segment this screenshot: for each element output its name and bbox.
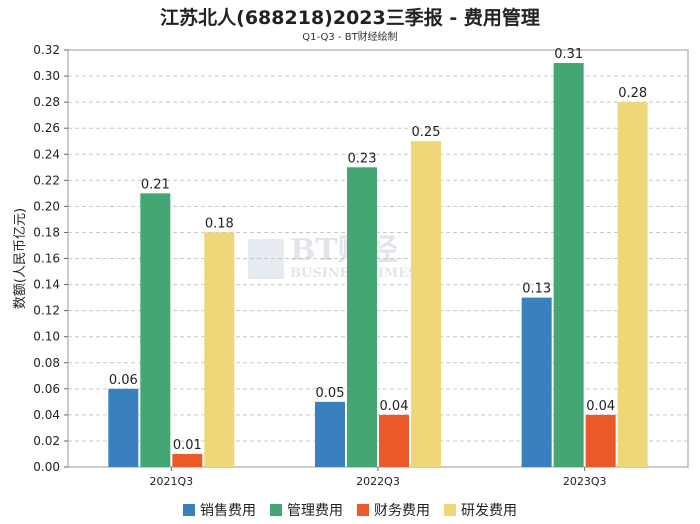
legend-swatch	[357, 504, 369, 516]
legend-label: 管理费用	[287, 503, 343, 519]
legend-label: 研发费用	[461, 503, 517, 519]
y-tick-label: 0.18	[33, 225, 60, 239]
legend-item: 研发费用	[444, 500, 517, 520]
bar-value-label: 0.23	[348, 151, 377, 166]
y-tick-label: 0.22	[33, 173, 60, 187]
bar-value-label: 0.01	[173, 438, 202, 453]
y-tick-label: 0.28	[33, 95, 60, 109]
y-tick-label: 0.32	[33, 43, 60, 57]
bar-value-label: 0.04	[586, 399, 615, 414]
bar	[411, 141, 441, 467]
bar-value-label: 0.25	[412, 125, 441, 140]
bar	[617, 102, 648, 467]
bar	[379, 414, 409, 467]
y-tick-label: 0.12	[33, 304, 60, 318]
bar-value-label: 0.18	[205, 216, 234, 231]
y-tick-label: 0.24	[33, 147, 60, 161]
bar	[521, 297, 552, 467]
legend-item: 财务费用	[357, 500, 430, 520]
y-tick-label: 0.00	[33, 460, 60, 474]
y-tick-label: 0.16	[33, 252, 60, 266]
bar	[347, 167, 377, 467]
y-tick-label: 0.20	[33, 199, 60, 213]
bar	[553, 63, 584, 467]
bar-value-label: 0.31	[554, 47, 583, 62]
legend-label: 财务费用	[374, 503, 430, 519]
y-tick-label: 0.10	[33, 330, 60, 344]
bar	[172, 453, 203, 467]
y-tick-label: 0.02	[33, 434, 60, 448]
bar	[585, 414, 616, 467]
bar	[140, 193, 171, 467]
legend-item: 管理费用	[270, 500, 343, 520]
bar	[108, 388, 139, 467]
legend-swatch	[270, 504, 282, 516]
x-tick-label: 2022Q3	[356, 475, 400, 488]
bar-chart: 0.00 0.02 0.04 0.06 0.08 0.10 0.12 0.14 0.16 0.18…	[13, 43, 689, 488]
legend-swatch	[444, 504, 456, 516]
x-tick-label: 2021Q3	[150, 475, 194, 488]
y-tick-label: 0.06	[33, 382, 60, 396]
chart-title: 江苏北人(688218)2023三季报 - 费用管理	[160, 7, 540, 29]
y-tick-label: 0.08	[33, 356, 60, 370]
legend-swatch	[183, 504, 195, 516]
chart-subtitle: Q1-Q3 - BT财经绘制	[302, 32, 398, 43]
bar	[315, 401, 345, 467]
y-tick-label: 0.30	[33, 69, 60, 83]
bar-value-label: 0.13	[522, 282, 551, 297]
x-tick-label: 2023Q3	[563, 475, 607, 488]
bar-value-label: 0.05	[316, 386, 345, 401]
y-axis-label: 数额(人民币亿元)	[13, 208, 28, 309]
bar	[204, 232, 235, 467]
bar-value-label: 0.06	[109, 373, 138, 388]
legend-item: 销售费用	[183, 500, 256, 520]
legend-label: 销售费用	[200, 503, 256, 519]
bar-value-label: 0.28	[618, 86, 647, 101]
y-tick-label: 0.26	[33, 121, 60, 135]
legend: 销售费用 管理费用 财务费用 研发费用	[0, 500, 700, 520]
y-tick-label: 0.04	[33, 408, 60, 422]
y-tick-label: 0.14	[33, 278, 60, 292]
bar-value-label: 0.04	[380, 399, 409, 414]
bar-value-label: 0.21	[141, 177, 170, 192]
